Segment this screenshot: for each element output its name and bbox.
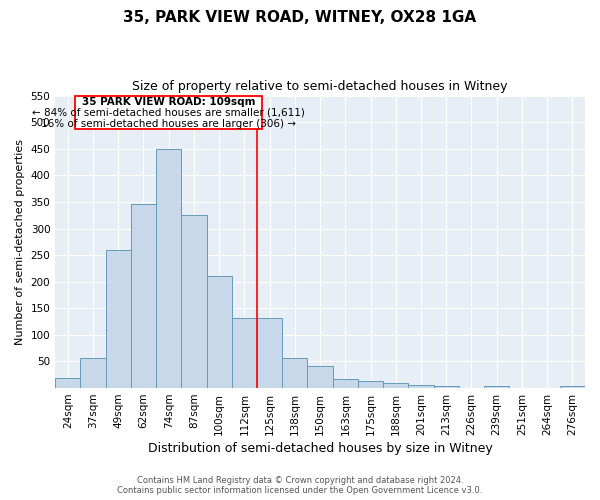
- Bar: [434, 386, 459, 388]
- Bar: [55, 378, 80, 388]
- Bar: [206, 276, 232, 388]
- Text: Contains HM Land Registry data © Crown copyright and database right 2024.
Contai: Contains HM Land Registry data © Crown c…: [118, 476, 482, 495]
- Bar: [484, 386, 509, 388]
- Bar: [358, 380, 383, 388]
- Title: Size of property relative to semi-detached houses in Witney: Size of property relative to semi-detach…: [133, 80, 508, 93]
- Bar: [80, 358, 106, 388]
- Text: ← 84% of semi-detached houses are smaller (1,611): ← 84% of semi-detached houses are smalle…: [32, 108, 305, 118]
- Y-axis label: Number of semi-detached properties: Number of semi-detached properties: [15, 139, 25, 345]
- Text: 35 PARK VIEW ROAD: 109sqm: 35 PARK VIEW ROAD: 109sqm: [82, 98, 256, 108]
- Text: 16% of semi-detached houses are larger (306) →: 16% of semi-detached houses are larger (…: [41, 118, 296, 128]
- X-axis label: Distribution of semi-detached houses by size in Witney: Distribution of semi-detached houses by …: [148, 442, 493, 455]
- Bar: [383, 384, 409, 388]
- Bar: [106, 250, 131, 388]
- Text: 35, PARK VIEW ROAD, WITNEY, OX28 1GA: 35, PARK VIEW ROAD, WITNEY, OX28 1GA: [124, 10, 476, 25]
- Bar: [257, 318, 282, 388]
- Bar: [181, 215, 206, 388]
- FancyBboxPatch shape: [76, 96, 262, 129]
- Bar: [282, 358, 307, 388]
- Bar: [332, 379, 358, 388]
- Bar: [560, 386, 585, 388]
- Bar: [156, 150, 181, 388]
- Bar: [232, 318, 257, 388]
- Bar: [307, 366, 332, 388]
- Bar: [131, 204, 156, 388]
- Bar: [409, 386, 434, 388]
